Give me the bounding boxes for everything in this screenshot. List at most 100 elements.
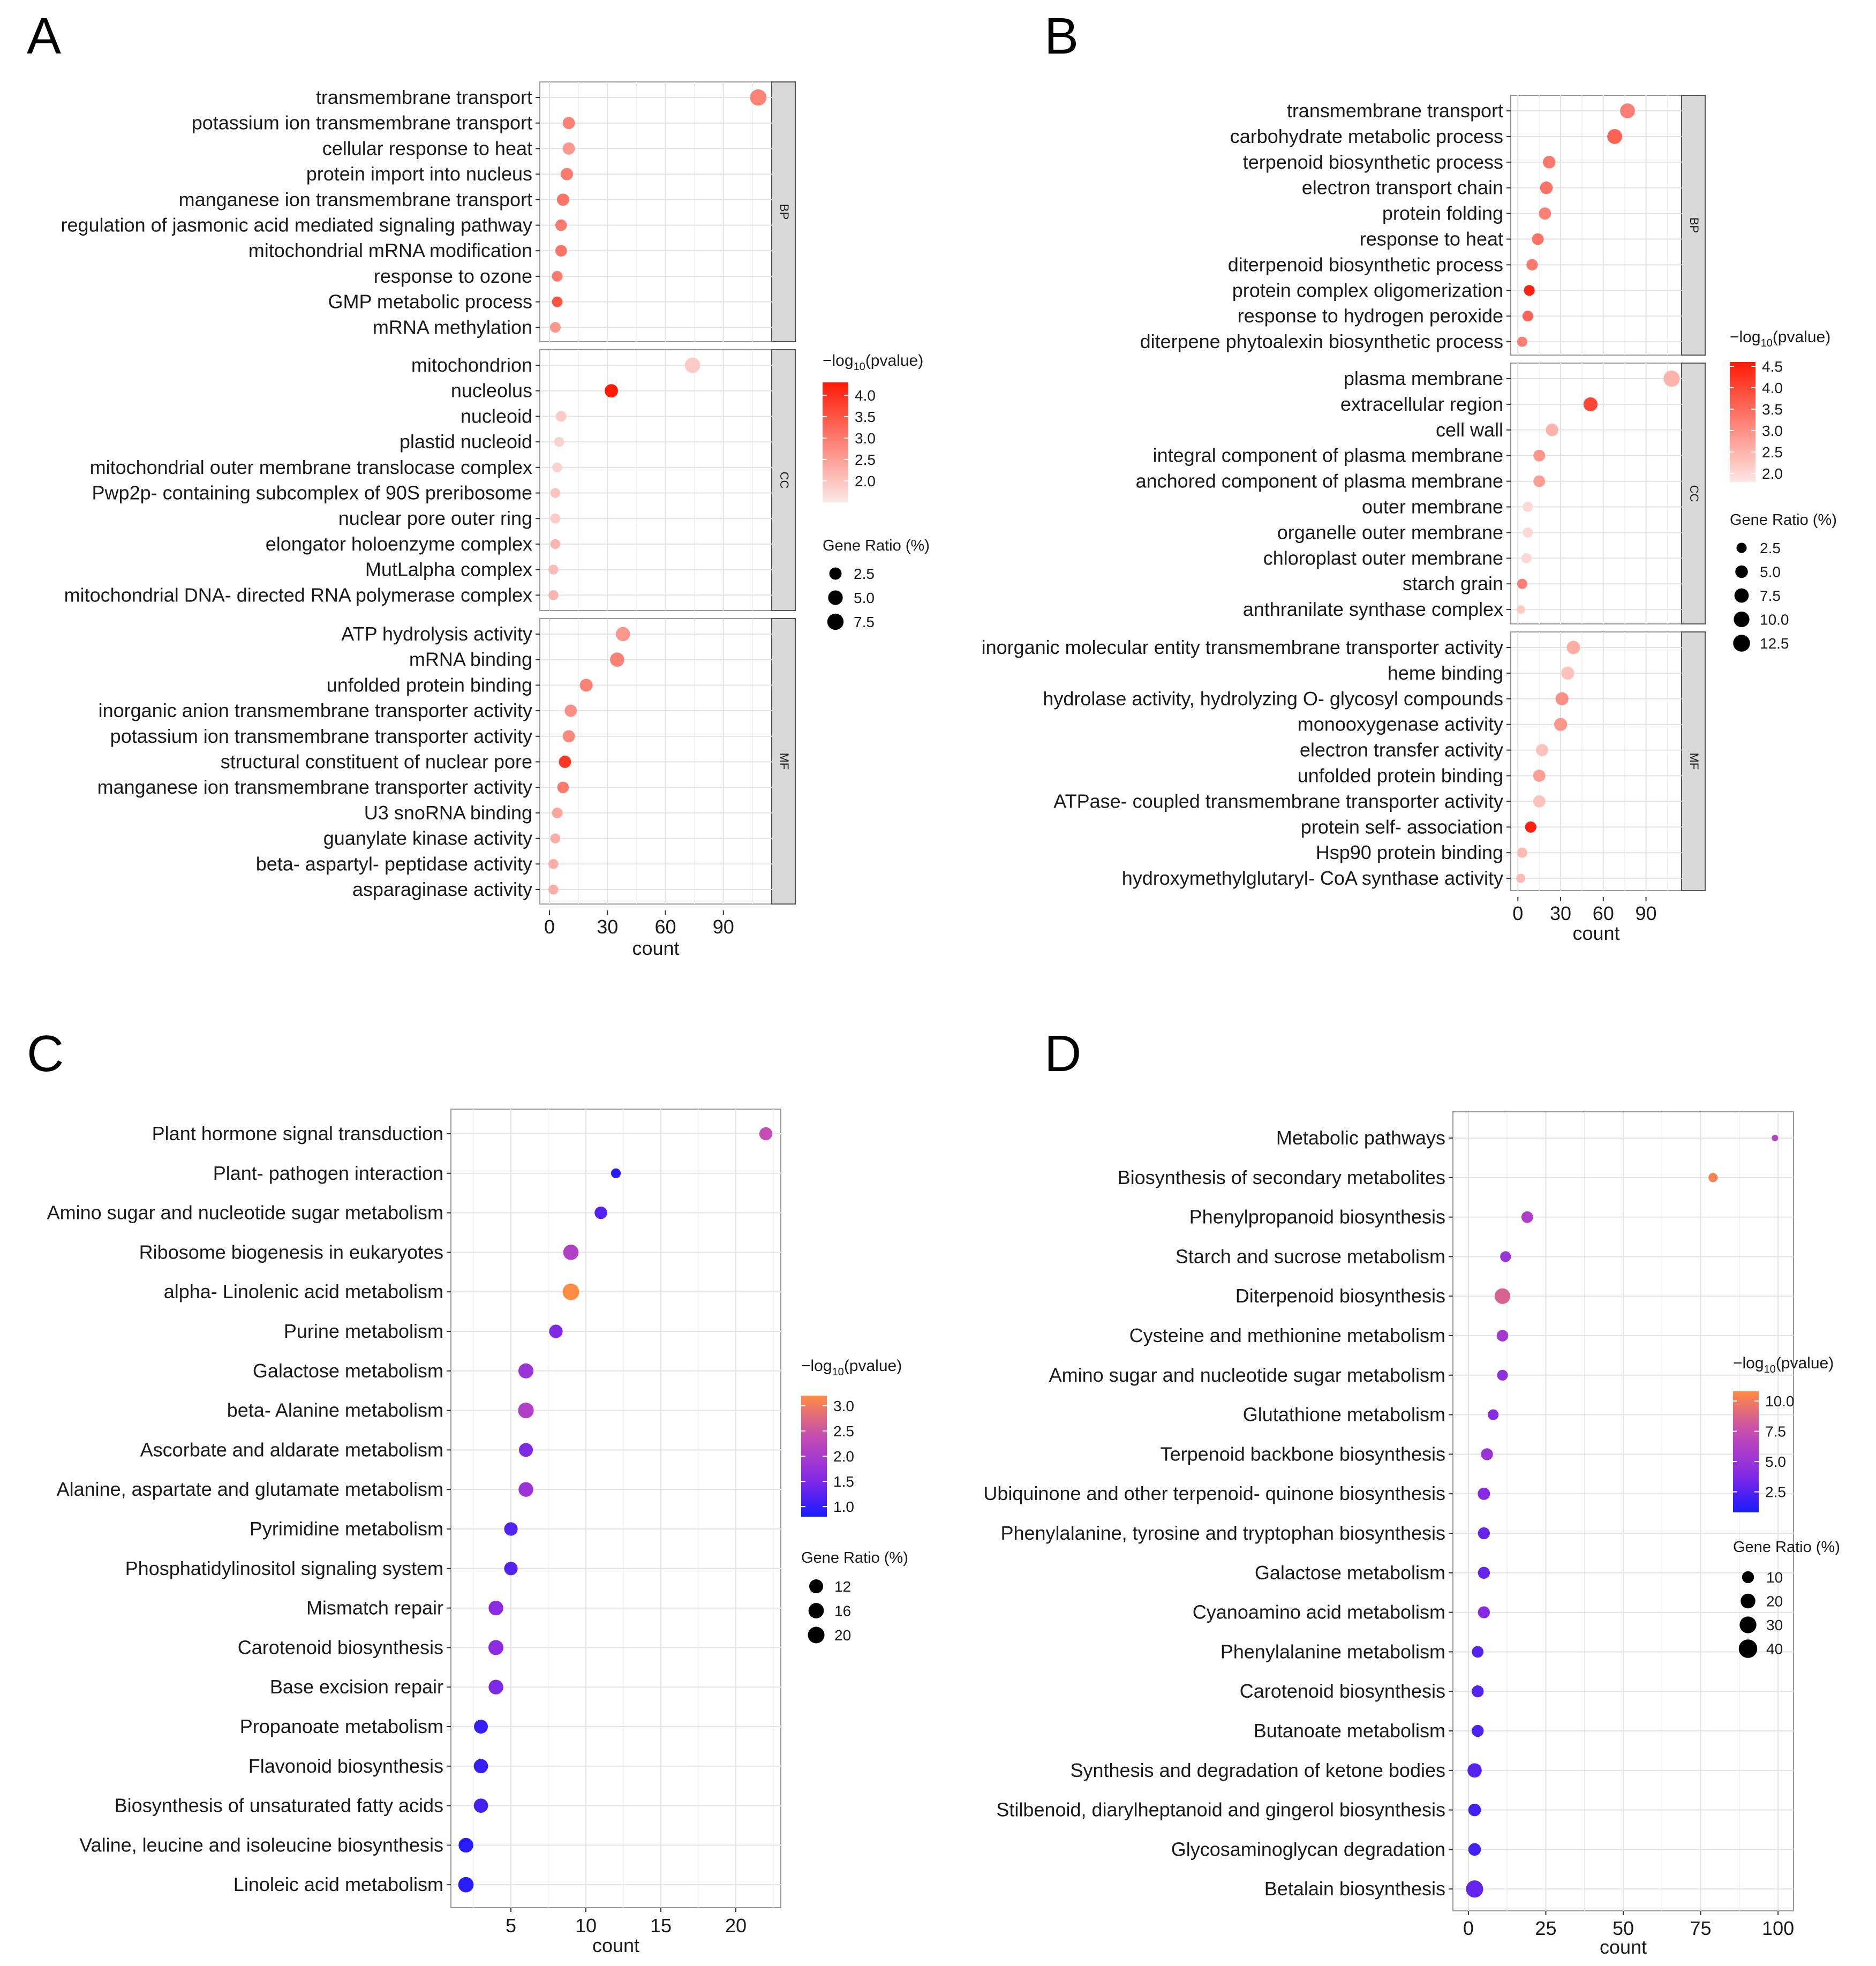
term-label: Plant- pathogen interaction	[213, 1162, 443, 1184]
x-tick-label: 50	[1613, 1917, 1634, 1939]
x-tick-label: 30	[1550, 902, 1571, 924]
size-legend-label: 5.0	[854, 590, 875, 606]
panel-c: C Plant hormone signal transduction Plant-…	[27, 1025, 908, 1956]
term-label: Glycosaminoglycan degradation	[1171, 1838, 1445, 1860]
x-tick-label: 60	[655, 916, 676, 938]
size-legend-key	[829, 567, 842, 580]
term-label: Betalain biosynthesis	[1264, 1878, 1445, 1900]
data-point	[559, 756, 571, 768]
facet: MF inorganic molecular entity transmembra…	[982, 631, 1706, 891]
data-point	[474, 1720, 488, 1734]
color-bar-label: 1.0	[833, 1498, 854, 1515]
x-tick-label: 60	[1593, 902, 1614, 924]
data-point	[564, 704, 577, 717]
x-tick-label: 0	[1463, 1917, 1474, 1939]
data-point	[518, 1482, 533, 1497]
size-legend-key	[827, 613, 844, 630]
term-label: Starch and sucrose metabolism	[1176, 1245, 1445, 1267]
data-point	[579, 679, 593, 692]
color-bar-label: 3.0	[833, 1398, 854, 1414]
term-label: Phenylalanine, tyrosine and tryptophan b…	[1000, 1522, 1445, 1544]
color-bar-label: 10.0	[1765, 1393, 1795, 1410]
size-legend: Gene Ratio (%) 10 20 30 40	[1733, 1539, 1840, 1658]
term-label: inorganic molecular entity transmembrane…	[982, 636, 1503, 658]
panel-a: A BP transmembrane transport potassium ion …	[27, 7, 930, 959]
color-bar-label: 4.5	[1762, 358, 1783, 375]
term-label: Cyanoamino acid metabolism	[1193, 1601, 1445, 1623]
term-label: carbohydrate metabolic process	[1230, 125, 1503, 147]
term-label: mitochondrial DNA- directed RNA polymera…	[64, 584, 532, 606]
data-point	[1496, 1330, 1509, 1342]
term-label: hydroxymethylglutaryl- CoA synthase acti…	[1122, 867, 1503, 889]
data-point	[556, 193, 569, 206]
term-label: cellular response to heat	[322, 137, 532, 159]
data-point	[561, 168, 573, 180]
term-label: nuclear pore outer ring	[338, 507, 532, 529]
data-point	[458, 1877, 474, 1893]
facet-strip-label: MF	[778, 753, 791, 770]
data-point	[1468, 1803, 1481, 1817]
term-label: Ribosome biogenesis in eukaryotes	[139, 1241, 443, 1263]
term-label: manganese ion transmembrane transporter …	[97, 776, 532, 798]
size-legend-key	[1738, 1639, 1758, 1658]
facet-strip	[1681, 95, 1706, 356]
size-legend-label: 40	[1766, 1641, 1783, 1658]
size-legend-key	[1734, 588, 1749, 603]
facet-strip-label: CC	[1687, 485, 1701, 502]
x-axis: 5 10 15 20 count	[506, 1908, 747, 1956]
term-label: beta- Alanine metabolism	[227, 1399, 443, 1421]
facet: Metabolic pathways Biosynthesis of second…	[983, 1111, 1794, 1911]
x-tick-label: 90	[1636, 902, 1657, 924]
data-point	[1533, 795, 1546, 808]
term-label: unfolded protein binding	[1298, 765, 1503, 787]
data-point	[1466, 1880, 1483, 1898]
term-label: elongator holoenzyme complex	[266, 533, 532, 555]
x-tick-label: 15	[650, 1915, 672, 1937]
term-label: Amino sugar and nucleotide sugar metabol…	[1049, 1364, 1445, 1386]
term-label: beta- aspartyl- peptidase activity	[256, 853, 532, 875]
size-legend: Gene Ratio (%) 12 16 20	[801, 1549, 908, 1644]
data-point	[1516, 605, 1525, 614]
data-point	[1517, 578, 1527, 589]
term-label: U3 snoRNA binding	[364, 802, 532, 824]
term-label: Amino sugar and nucleotide sugar metabol…	[47, 1202, 443, 1224]
term-label: response to hydrogen peroxide	[1238, 305, 1503, 327]
data-point	[1532, 233, 1544, 245]
term-label: ATPase- coupled transmembrane transporte…	[1053, 790, 1503, 812]
panel-letter: C	[27, 1025, 64, 1082]
data-point	[1523, 527, 1533, 538]
data-point	[1772, 1135, 1779, 1141]
data-point	[1533, 449, 1546, 462]
data-point	[552, 296, 563, 307]
size-legend-label: 10.0	[1760, 612, 1789, 628]
data-point	[1517, 336, 1527, 347]
data-point	[1494, 1288, 1511, 1304]
data-point	[1539, 207, 1551, 220]
term-label: protein complex oligomerization	[1232, 279, 1503, 301]
facet-strip	[1681, 363, 1706, 624]
facet-strip	[1681, 631, 1706, 891]
term-label: protein self- association	[1301, 816, 1503, 838]
data-point	[1561, 666, 1574, 680]
data-point	[548, 859, 559, 869]
size-legend-label: 5.0	[1760, 564, 1781, 581]
size-legend-key	[808, 1603, 824, 1618]
color-bar-label: 2.0	[855, 473, 876, 489]
facet: Plant hormone signal transduction Plant- …	[47, 1109, 781, 1908]
term-label: Mismatch repair	[306, 1597, 443, 1619]
term-label: extracellular region	[1340, 393, 1503, 415]
term-label: Synthesis and degradation of ketone bodi…	[1070, 1759, 1445, 1781]
data-point	[518, 1363, 534, 1379]
data-point	[750, 89, 766, 106]
size-legend-key	[1733, 635, 1750, 652]
data-point	[552, 807, 563, 818]
term-label: Linoleic acid metabolism	[233, 1873, 443, 1895]
data-point	[1516, 873, 1526, 883]
size-legend-key	[1741, 1593, 1756, 1609]
data-point	[594, 1206, 607, 1219]
color-bar-label: 3.5	[855, 409, 876, 425]
color-bar-label: 7.5	[1765, 1423, 1786, 1440]
term-label: transmembrane transport	[316, 86, 532, 108]
data-point	[1497, 1369, 1508, 1381]
term-label: nucleoid	[461, 405, 532, 427]
